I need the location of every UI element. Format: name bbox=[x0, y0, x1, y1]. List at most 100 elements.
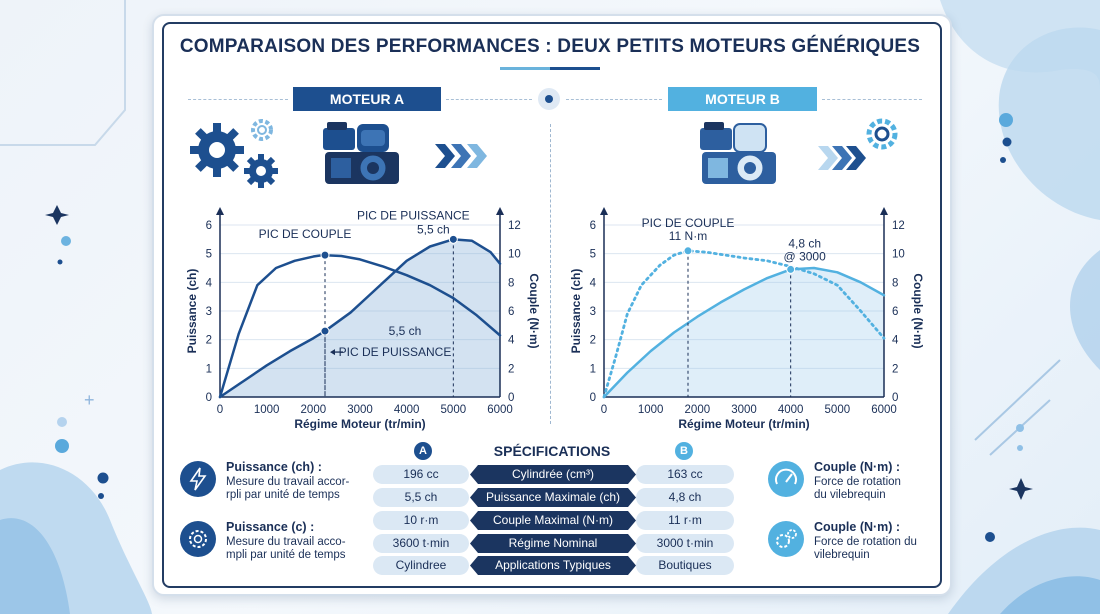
y-left-tick-label: 5 bbox=[590, 249, 596, 261]
info-right-1-title: Couple (N·m) : bbox=[814, 460, 901, 474]
chart-moteur-b: 0 1000 2000 3000 4000 5000 6000012345602468101… bbox=[569, 207, 925, 431]
y-left-tick-label: 3 bbox=[206, 306, 212, 318]
engine-a-label: MOTEUR A bbox=[293, 87, 441, 111]
series-area bbox=[604, 268, 884, 397]
header-dash-right-b bbox=[822, 99, 922, 100]
info-left-1-title: Puissance (ch) : bbox=[226, 460, 322, 474]
spec-label: Régime Nominal bbox=[470, 534, 636, 553]
engine-a-icons bbox=[190, 119, 487, 188]
spec-value-a: 196 cc bbox=[373, 465, 469, 484]
spec-label: Couple Maximal (N·m) bbox=[470, 511, 636, 530]
y-left-tick-label: 2 bbox=[590, 335, 596, 347]
x-tick-label: 4000 bbox=[778, 404, 804, 416]
y-right-tick-label: 12 bbox=[892, 220, 905, 232]
y-axis-arrow bbox=[216, 207, 224, 215]
page-title: COMPARAISON DES PERFORMANCES : DEUX PETI… bbox=[179, 36, 921, 57]
title-underline bbox=[500, 67, 600, 70]
y-left-tick-label: 0 bbox=[590, 392, 596, 404]
info-left-2-text2: mpli par unité de temps bbox=[226, 549, 346, 561]
info-left-1-text1: Mesure du travail accor- bbox=[226, 476, 350, 488]
x-tick-label: 0 bbox=[601, 404, 607, 416]
y-right-tick-label: 8 bbox=[508, 277, 514, 289]
svg-text:+: + bbox=[84, 390, 95, 410]
info-right-2-title: Couple (N·m) : bbox=[814, 520, 901, 534]
info-right-1-text1: Force de rotation bbox=[814, 476, 901, 488]
spec-value-a: 5,5 ch bbox=[373, 488, 469, 507]
x-tick-label: 5000 bbox=[441, 404, 467, 416]
engine-b-icon bbox=[700, 122, 776, 184]
y-left-tick-label: 3 bbox=[590, 306, 596, 318]
y-right-tick-label: 4 bbox=[892, 335, 899, 347]
y-left-axis-label: Puissance (ch) bbox=[569, 269, 583, 354]
x-tick-label: 0 bbox=[217, 404, 223, 416]
y-right-tick-label: 10 bbox=[508, 249, 521, 261]
info-left-2-title: Puissance (c) : bbox=[226, 520, 315, 534]
annotation-label: PIC DE COUPLE bbox=[642, 216, 735, 230]
y-left-tick-label: 1 bbox=[206, 363, 212, 375]
y-right-tick-label: 2 bbox=[892, 363, 898, 375]
spec-value-b: 163 cc bbox=[636, 465, 734, 484]
gear-light-icon bbox=[251, 119, 273, 141]
y-right-tick-label: 8 bbox=[892, 277, 898, 289]
info-left-2-text1: Mesure du travail acco- bbox=[226, 536, 346, 548]
y-right-axis-label: Couple (N·m) bbox=[527, 273, 541, 348]
y-left-tick-label: 4 bbox=[590, 277, 597, 289]
annotation-point bbox=[786, 264, 796, 274]
annotation-point bbox=[683, 246, 693, 256]
x-tick-label: 1000 bbox=[254, 404, 280, 416]
y-right-axis-label: Couple (N·m) bbox=[911, 273, 925, 348]
gear-small-icon bbox=[244, 154, 278, 188]
x-axis-label: Régime Moteur (tr/min) bbox=[678, 417, 809, 431]
annotation-label: PIC DE PUISSANCE bbox=[339, 345, 452, 359]
info-right-1-text2: du vilebrequin bbox=[814, 489, 886, 501]
annotation-value: @ 3000 bbox=[784, 249, 827, 263]
engine-b-label: MOTEUR B bbox=[668, 87, 817, 111]
info-right-2-text2: vilebrequin bbox=[814, 549, 870, 561]
spec-row: Cylindree Applications Typiques Boutiques bbox=[0, 556, 1100, 575]
series-line bbox=[218, 253, 502, 399]
y-right-tick-label: 10 bbox=[892, 249, 905, 261]
annotation-arrowhead bbox=[330, 349, 335, 356]
gear-icon bbox=[180, 521, 216, 557]
column-divider bbox=[550, 124, 551, 424]
x-tick-label: 5000 bbox=[825, 404, 851, 416]
specs-heading: SPÉCIFICATIONS bbox=[493, 443, 611, 459]
y-right-tick-label: 6 bbox=[508, 306, 514, 318]
chevrons-b-icon bbox=[818, 146, 866, 170]
annotation-value: 11 N·m bbox=[669, 229, 707, 243]
y-right-tick-label: 0 bbox=[892, 392, 898, 404]
y-axis-arrow bbox=[600, 207, 608, 215]
gauge-icon bbox=[768, 461, 804, 497]
spec-value-a: 10 r·m bbox=[373, 511, 469, 530]
y-right-tick-label: 12 bbox=[508, 220, 521, 232]
spec-row: 5,5 ch Puissance Maximale (ch) 4,8 ch bbox=[0, 488, 1100, 507]
annotation-label: 4,8 ch bbox=[788, 236, 821, 250]
spec-value-a: 3600 t·min bbox=[373, 534, 469, 553]
center-dot-icon bbox=[538, 88, 560, 110]
annotation-point bbox=[448, 234, 458, 244]
series-line bbox=[218, 238, 502, 399]
spec-value-b: 11 r·m bbox=[636, 511, 734, 530]
spec-row: 3600 t·min Régime Nominal 3000 t·min bbox=[0, 534, 1100, 553]
gear-b-icon bbox=[866, 118, 898, 150]
annotation-point bbox=[320, 326, 330, 336]
x-tick-label: 2000 bbox=[685, 404, 711, 416]
y-left-tick-label: 5 bbox=[206, 249, 212, 261]
badge-a: A bbox=[414, 442, 432, 460]
y-axis-arrow bbox=[496, 207, 504, 215]
spec-label: Applications Typiques bbox=[470, 556, 636, 575]
annotation-value: 5,5 ch bbox=[417, 222, 450, 236]
series-area bbox=[220, 239, 500, 397]
x-tick-label: 3000 bbox=[731, 404, 757, 416]
card-border bbox=[162, 22, 942, 588]
y-left-tick-label: 0 bbox=[206, 392, 212, 404]
series-line bbox=[602, 249, 886, 399]
y-right-tick-label: 0 bbox=[508, 392, 514, 404]
header-dash-right-a bbox=[446, 99, 532, 100]
badge-b: B bbox=[675, 442, 693, 460]
y-right-tick-label: 2 bbox=[508, 363, 514, 375]
series-line bbox=[602, 266, 886, 399]
header-dash-left-b bbox=[566, 99, 662, 100]
gears-icon bbox=[768, 521, 804, 557]
y-left-tick-label: 4 bbox=[206, 277, 213, 289]
